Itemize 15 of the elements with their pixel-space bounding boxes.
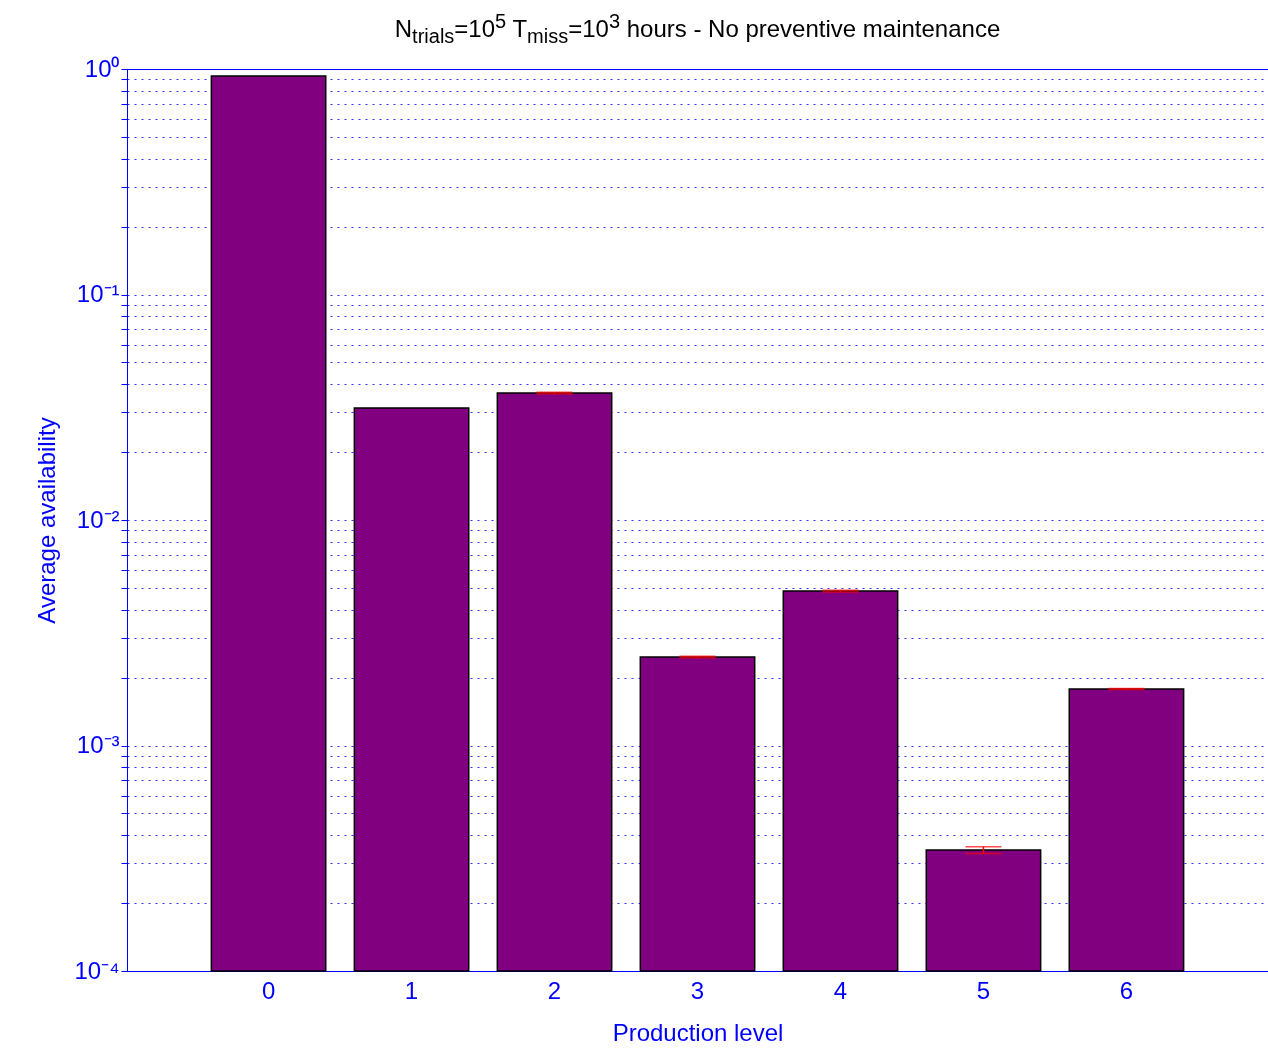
y-tick-label: 10⁻¹ bbox=[76, 280, 120, 307]
y-tick-label: 10⁻³ bbox=[76, 731, 120, 758]
y-tick-label: 10⁻² bbox=[76, 505, 120, 533]
x-tick-label: 6 bbox=[1119, 976, 1134, 1004]
x-tick-label: 4 bbox=[833, 976, 848, 1004]
x-tick-label: 0 bbox=[261, 976, 276, 1004]
y-tick-label: 10⁻⁴ bbox=[74, 956, 120, 984]
x-tick-label: 2 bbox=[547, 976, 562, 1004]
x-tick-label: 5 bbox=[976, 976, 991, 1004]
x-tick-label: 3 bbox=[690, 976, 705, 1004]
chart-title: N$_{trials}$=10$^{5}$ T$_{miss}$=10$^{3}$ hours - No preventive maintenance bbox=[394, 10, 1001, 47]
y-tick-label: 10⁰ bbox=[84, 54, 120, 82]
x-tick-label: 1 bbox=[404, 976, 419, 1004]
y-axis-title: Average availability bbox=[33, 417, 61, 624]
x-axis-title: Production level bbox=[612, 1018, 784, 1046]
